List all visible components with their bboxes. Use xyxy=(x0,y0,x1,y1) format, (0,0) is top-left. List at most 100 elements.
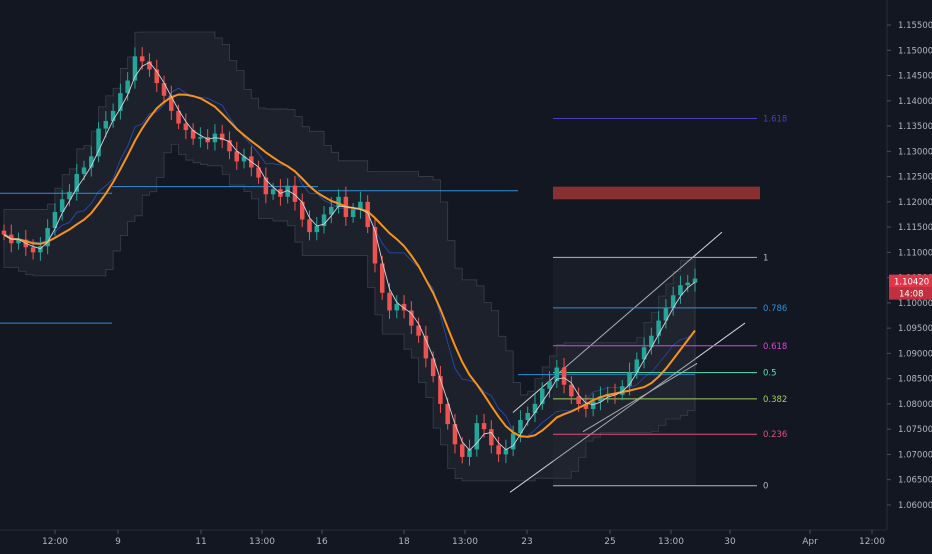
x-tick-label: 25 xyxy=(604,537,615,547)
candle xyxy=(620,386,625,395)
fib-label: 0.382 xyxy=(763,395,787,405)
candle xyxy=(110,110,116,121)
y-tick-label: 1.08000 xyxy=(898,400,932,410)
candle xyxy=(358,201,363,210)
candle xyxy=(409,310,414,326)
candle xyxy=(139,56,145,62)
y-tick-label: 1.14000 xyxy=(898,97,932,107)
x-tick-label: 12:00 xyxy=(42,537,68,547)
candle xyxy=(285,185,290,197)
candle xyxy=(299,201,305,220)
candle xyxy=(89,156,94,168)
y-tick-label: 1.11500 xyxy=(898,223,932,233)
candle xyxy=(74,174,79,192)
fib-label: 0.236 xyxy=(763,430,787,440)
candle xyxy=(190,130,196,139)
candle xyxy=(590,401,596,409)
fib-area xyxy=(553,257,696,486)
y-tick-label: 1.13500 xyxy=(898,122,932,132)
candle xyxy=(692,278,698,283)
candle xyxy=(292,185,298,202)
candle xyxy=(241,156,247,162)
candle xyxy=(329,206,334,215)
candle xyxy=(52,211,58,229)
y-tick-label: 1.15500 xyxy=(898,21,932,31)
candle xyxy=(30,247,36,253)
countdown-box xyxy=(889,287,932,300)
candle xyxy=(423,335,429,359)
candle xyxy=(59,199,65,212)
candle xyxy=(685,282,690,286)
candle xyxy=(394,303,400,311)
candle xyxy=(481,423,487,430)
y-tick-label: 1.06000 xyxy=(898,501,932,511)
candle xyxy=(96,128,101,157)
candle xyxy=(656,320,661,336)
last-price-box xyxy=(889,274,932,288)
candle xyxy=(350,209,356,217)
candle xyxy=(219,133,225,141)
x-tick-label: 11 xyxy=(195,537,206,547)
fib-label: 0.786 xyxy=(763,304,787,314)
candle xyxy=(649,335,654,348)
y-tick-label: 1.14500 xyxy=(898,72,932,82)
candle xyxy=(503,449,509,455)
fib-label: 0 xyxy=(763,482,768,492)
candle xyxy=(1,230,7,235)
candle xyxy=(161,83,167,96)
x-tick-label: 13:00 xyxy=(452,537,478,547)
fib-label: 1.618 xyxy=(763,114,787,124)
candle xyxy=(67,191,72,200)
fib-label: 0.618 xyxy=(763,342,787,352)
candle xyxy=(154,69,160,84)
candle xyxy=(169,95,174,111)
x-tick-label: 13:00 xyxy=(658,537,684,547)
candle xyxy=(539,388,545,404)
x-tick-label: Apr xyxy=(802,537,818,547)
candle xyxy=(321,214,327,227)
y-tick-label: 1.12000 xyxy=(898,198,932,208)
candle xyxy=(438,376,443,404)
candle xyxy=(518,420,523,434)
x-tick-label: 13:00 xyxy=(249,537,275,547)
candle xyxy=(379,263,385,293)
y-tick-label: 1.07500 xyxy=(898,425,932,435)
candle xyxy=(387,292,392,311)
ma-fast-line xyxy=(3,61,696,451)
candle xyxy=(467,449,472,457)
candle xyxy=(554,367,560,382)
y-tick-label: 1.10000 xyxy=(898,299,932,309)
candle xyxy=(263,177,269,195)
candle xyxy=(496,445,501,455)
candle xyxy=(430,358,436,377)
candle xyxy=(416,325,421,336)
candle xyxy=(45,228,50,247)
candle xyxy=(532,403,538,413)
candle xyxy=(489,429,494,446)
y-tick-label: 1.07000 xyxy=(898,450,932,460)
candle xyxy=(103,120,109,129)
candle xyxy=(641,347,647,360)
candle xyxy=(198,137,203,139)
candle xyxy=(459,444,465,457)
candle xyxy=(678,285,683,296)
candle xyxy=(365,201,370,228)
candle xyxy=(270,189,276,195)
candle xyxy=(561,367,567,385)
candle xyxy=(256,167,261,178)
candle xyxy=(118,93,123,111)
candle xyxy=(445,403,450,425)
supply-zone xyxy=(553,186,760,200)
trend-line xyxy=(582,363,698,433)
x-tick-label: 9 xyxy=(115,537,121,547)
y-tick-label: 1.08500 xyxy=(898,375,932,385)
candle xyxy=(81,167,87,175)
candle xyxy=(627,372,632,387)
fib-label: 0.5 xyxy=(763,369,777,379)
candle xyxy=(474,423,480,450)
y-tick-label: 1.06500 xyxy=(898,476,932,486)
y-axis-panel xyxy=(888,0,932,530)
candle xyxy=(569,384,574,397)
